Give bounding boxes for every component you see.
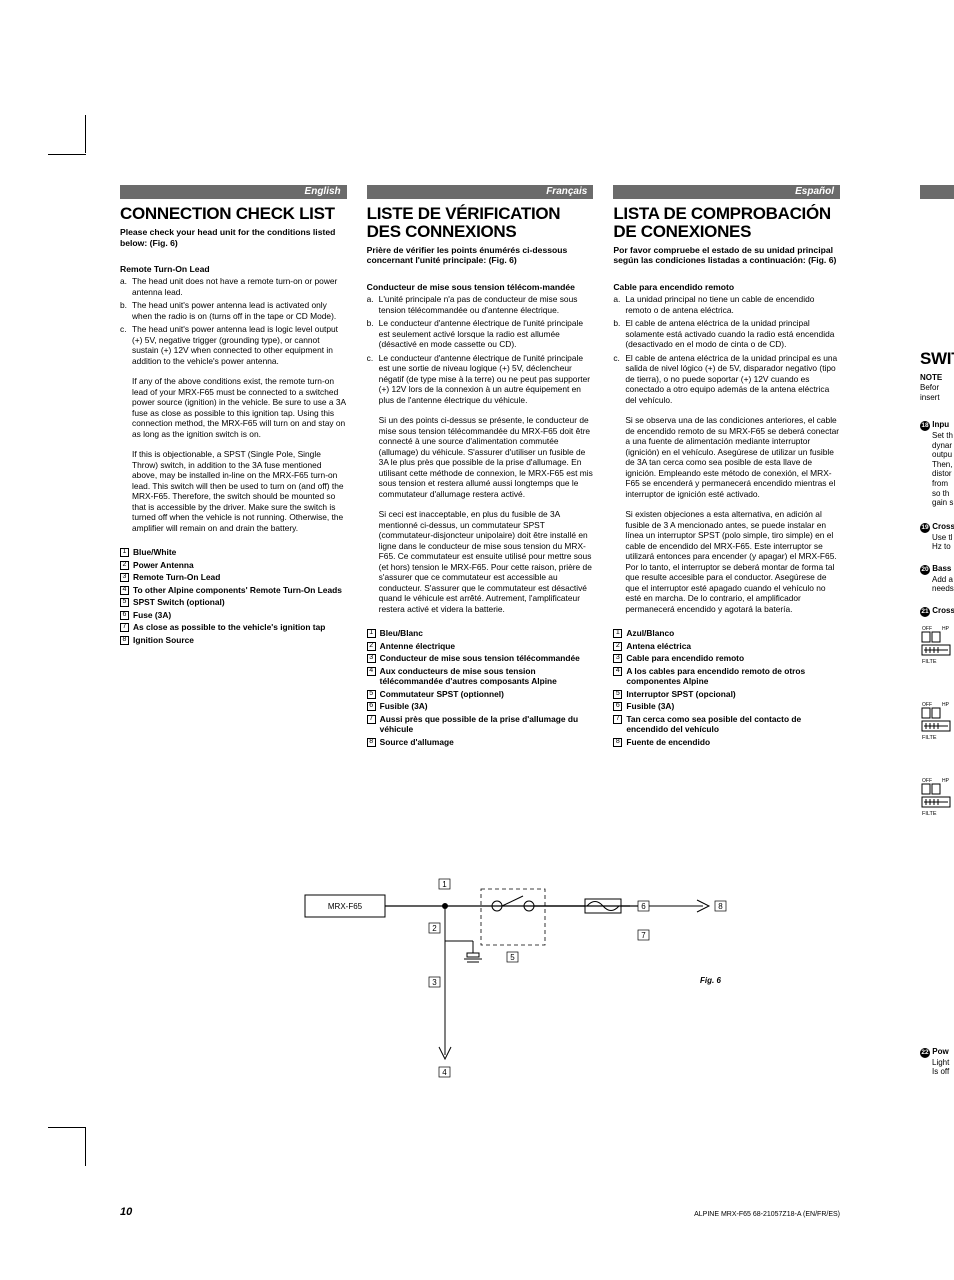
svg-text:6: 6 [641,902,646,911]
list-item: b.The head unit's power antenna lead is … [120,300,347,321]
page-content: English CONNECTION CHECK LIST Please check… [120,185,840,749]
intro-text: Please check your head unit for the cond… [120,227,347,248]
lang-bar: Español [613,185,840,199]
numbered-item: 6Fusible (3A) [613,701,840,712]
subheading: Conducteur de mise sous tension télécom-… [367,282,594,292]
svg-text:FILTE: FILTE [922,735,937,741]
lang-bar: Français [367,185,594,199]
fig-label: Fig. 6 [700,976,721,985]
svg-text:1: 1 [442,880,447,889]
numbered-item: 2Antena eléctrica [613,641,840,652]
intro-text: Prière de vérifier les points énumérés c… [367,245,594,266]
list-item: a.L'unité principale n'a pas de conducte… [367,294,594,315]
paragraph: Si existen objeciones a esta alternativa… [613,509,840,614]
list-item: c.El cable de antena eléctrica de la uni… [613,353,840,406]
numbered-item: 4Aux conducteurs de mise sous tension té… [367,666,594,687]
numbered-item: 5Interruptor SPST (opcional) [613,689,840,700]
column-english: English CONNECTION CHECK LIST Please check… [120,185,347,749]
svg-text:HP: HP [942,626,950,632]
intro-text: Por favor compruebe el estado de su unid… [613,245,840,266]
list-item: a.The head unit does not have a remote t… [120,276,347,297]
svg-text:HP: HP [942,702,950,708]
svg-text:8: 8 [718,902,723,911]
lang-bar: English [120,185,347,199]
numbered-item: 7As close as possible to the vehicle's i… [120,622,347,633]
wiring-diagram: MRX-F65 1 2 3 4 [305,875,725,1115]
list-item: c.The head unit's power antenna lead is … [120,324,347,366]
footer: 10 ALPINE MRX-F65 68-21057Z18-A (EN/FR/E… [120,1206,840,1218]
numbered-item: 1Bleu/Blanc [367,628,594,639]
svg-text:OFF: OFF [922,702,932,708]
numbered-item: 3Conducteur de mise sous tension télécom… [367,653,594,664]
footer-code: ALPINE MRX-F65 68-21057Z18-A (EN/FR/ES) [694,1211,840,1218]
numbered-item: 1Blue/White [120,547,347,558]
list-item: a.La unidad principal no tiene un cable … [613,294,840,315]
numbered-item: 3Cable para encendido remoto [613,653,840,664]
numbered-item: 4A los cables para encendido remoto de o… [613,666,840,687]
paragraph: If this is objectionable, a SPST (Single… [120,449,347,533]
section-heading: CONNECTION CHECK LIST [120,205,347,223]
cutoff-panel: SWIT NOTE Befor insert 18 Inpu Set thdyn… [920,185,954,1185]
diagram-model: MRX-F65 [328,902,363,911]
subheading: Cable para encendido remoto [613,282,840,292]
list-item: c.Le conducteur d'antenne électrique de … [367,353,594,406]
paragraph: Si un des points ci-dessus se présente, … [367,415,594,499]
section-heading: LISTE DE VÉRIFICATION DES CONNEXIONS [367,205,594,241]
svg-text:7: 7 [641,931,646,940]
paragraph: Si ceci est inacceptable, en plus du fus… [367,509,594,614]
svg-text:OFF: OFF [922,778,932,784]
numbered-item: 7Aussi près que possible de la prise d'a… [367,714,594,735]
svg-text:4: 4 [442,1068,447,1077]
column-français: Français LISTE DE VÉRIFICATION DES CONNEX… [367,185,594,749]
svg-text:2: 2 [432,924,437,933]
numbered-item: 7Tan cerca como sea posible del contacto… [613,714,840,735]
page-number: 10 [120,1206,132,1218]
numbered-item: 6Fuse (3A) [120,610,347,621]
column-español: Español LISTA DE COMPROBACIÓN DE CONEXION… [613,185,840,749]
svg-text:3: 3 [432,978,437,987]
svg-text:FILTE: FILTE [922,811,937,817]
numbered-item: 5Commutateur SPST (optionnel) [367,689,594,700]
list-item: b.El cable de antena eléctrica de la uni… [613,318,840,350]
paragraph: Si se observa una de las condiciones ant… [613,415,840,499]
numbered-item: 4To other Alpine components' Remote Turn… [120,585,347,596]
numbered-item: 8Ignition Source [120,635,347,646]
numbered-item: 6Fusible (3A) [367,701,594,712]
section-heading: LISTA DE COMPROBACIÓN DE CONEXIONES [613,205,840,241]
svg-text:OFF: OFF [922,626,932,632]
list-item: b.Le conducteur d'antenne électrique de … [367,318,594,350]
svg-text:5: 5 [510,953,515,962]
numbered-item: 8Source d'allumage [367,737,594,748]
subheading: Remote Turn-On Lead [120,264,347,274]
numbered-item: 2Antenne électrique [367,641,594,652]
svg-text:HP: HP [942,778,950,784]
numbered-item: 3Remote Turn-On Lead [120,572,347,583]
numbered-item: 1Azul/Blanco [613,628,840,639]
svg-text:FILTE: FILTE [922,659,937,665]
numbered-item: 2Power Antenna [120,560,347,571]
numbered-item: 8Fuente de encendido [613,737,840,748]
paragraph: If any of the above conditions exist, th… [120,376,347,439]
numbered-item: 5SPST Switch (optional) [120,597,347,608]
